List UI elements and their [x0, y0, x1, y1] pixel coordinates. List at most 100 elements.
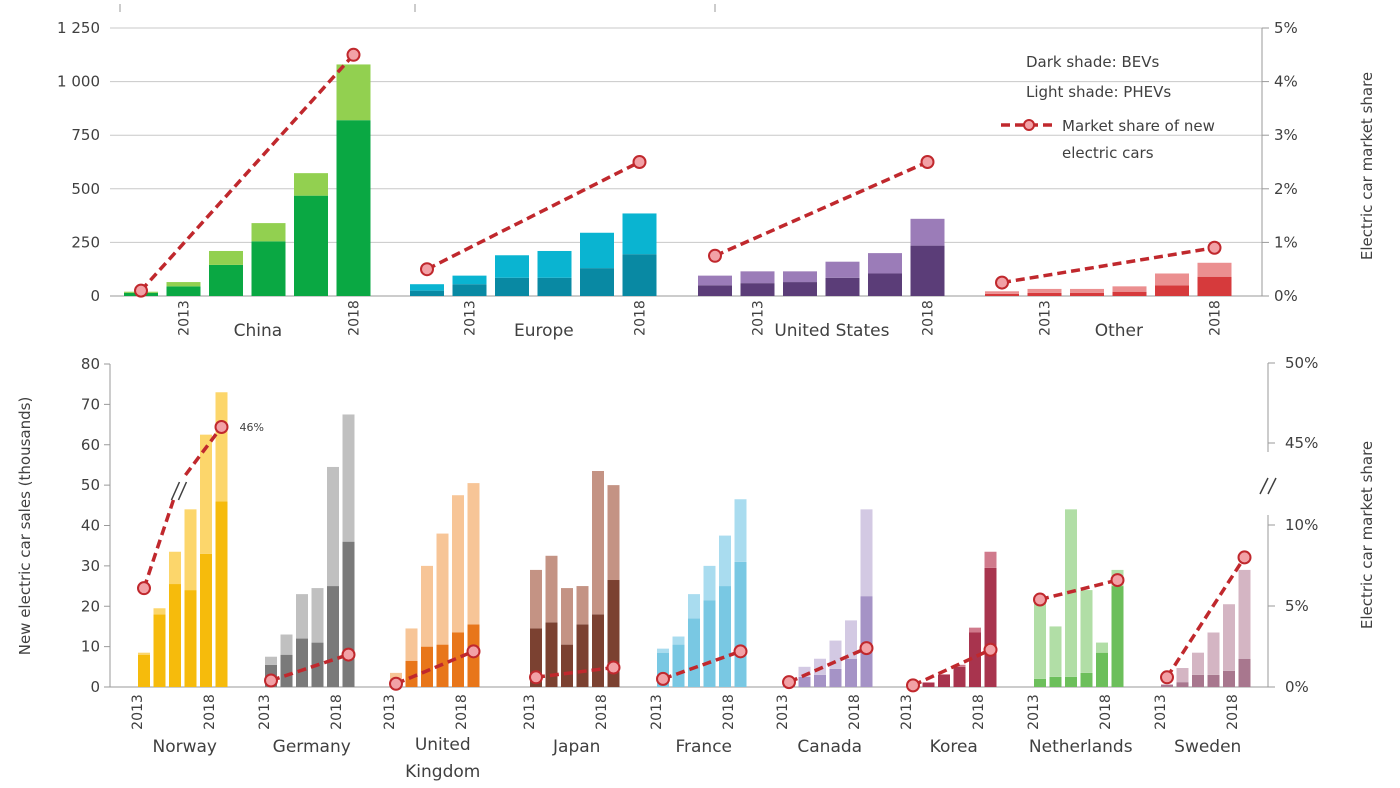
- top-y2-tick-label: 3%: [1274, 126, 1298, 144]
- bar-germany-phev: [280, 634, 293, 655]
- bottom-y-tick-label: 30: [81, 557, 100, 575]
- bottom-y-tick-label: 20: [81, 597, 100, 615]
- bar-china-bev: [166, 286, 201, 296]
- bar-netherlands-phev: [1034, 602, 1046, 679]
- bar-other-bev: [1070, 292, 1104, 296]
- bar-united-kingdom-bev: [421, 646, 433, 687]
- bar-united-states-phev: [910, 218, 945, 246]
- year-label-last: 2018: [921, 300, 937, 336]
- share-point-china: [134, 283, 148, 298]
- bar-france-bev: [703, 600, 716, 687]
- bar-netherlands-bev: [1034, 678, 1046, 687]
- bar-europe-phev: [452, 275, 487, 285]
- bar-germany-bev: [296, 638, 308, 687]
- bottom-y2-tick-label: 10%: [1285, 516, 1318, 534]
- share-point-france: [733, 644, 748, 659]
- share-point-netherlands: [1110, 573, 1125, 588]
- bar-united-kingdom-phev: [467, 483, 480, 625]
- year-label-first: 2013: [257, 694, 273, 730]
- bar-netherlands-phev: [1096, 642, 1108, 653]
- category-label-united-states: United States: [774, 321, 889, 341]
- share-point-korea: [983, 642, 998, 657]
- year-label-first: 2013: [775, 694, 791, 730]
- bar-europe-bev: [580, 268, 614, 296]
- share-point-japan: [529, 670, 543, 685]
- bar-europe-phev: [580, 232, 614, 269]
- bar-canada-phev: [845, 620, 857, 659]
- share-line-united-states: [714, 160, 929, 258]
- share-line-norway: [142, 499, 176, 589]
- bar-france-phev: [657, 648, 669, 653]
- top-y2-tick-label: 0%: [1274, 287, 1298, 305]
- top-y-tick-label: 250: [71, 233, 100, 251]
- bar-canada-bev: [798, 676, 811, 687]
- category-label-france: France: [675, 737, 732, 757]
- share-line-united-kingdom: [395, 649, 475, 686]
- bar-japan-phev: [592, 470, 604, 615]
- category-label-europe: Europe: [514, 321, 574, 341]
- bar-norway-phev: [138, 652, 150, 655]
- bar-united-states-phev: [740, 271, 775, 284]
- year-label-last: 2018: [633, 300, 649, 336]
- bar-korea-bev: [969, 632, 981, 687]
- year-label-first: 2013: [522, 694, 538, 730]
- bar-norway-bev: [138, 654, 150, 687]
- bar-germany-bev: [280, 654, 293, 687]
- bar-china-phev: [166, 282, 201, 287]
- legend-line-marker: [1023, 119, 1035, 131]
- share-point-other: [1207, 240, 1222, 255]
- bar-canada-bev: [845, 658, 857, 687]
- share-point-germany: [341, 647, 356, 662]
- bar-united-states-bev: [825, 277, 860, 296]
- year-label-last: 2018: [1208, 300, 1224, 336]
- share-point-canada: [859, 641, 874, 656]
- bar-other-phev: [1197, 262, 1232, 277]
- bar-germany-bev: [327, 586, 339, 687]
- share-line-canada: [788, 646, 868, 684]
- legend-phev-text: Light shade: PHEVs: [1026, 83, 1171, 101]
- share-point-sweden: [1160, 670, 1174, 685]
- bar-united-states-bev: [783, 282, 817, 296]
- bar-sweden-phev: [1207, 632, 1220, 675]
- bottom-y2-tick-label: 45%: [1285, 434, 1318, 452]
- top-y2-tick-label: 2%: [1274, 180, 1298, 198]
- bar-united-states-bev: [740, 283, 775, 296]
- bar-other-bev: [985, 293, 1019, 296]
- bottom-y-tick-label: 40: [81, 517, 100, 535]
- year-label-last: 2018: [1098, 694, 1114, 730]
- top-y-tick-label: 1 000: [57, 73, 100, 91]
- bar-united-kingdom-phev: [436, 533, 449, 645]
- bar-norway-bev: [184, 590, 197, 687]
- year-label-first: 2013: [382, 694, 398, 730]
- bar-korea-bev: [922, 682, 935, 687]
- bar-norway-phev: [153, 608, 166, 615]
- bar-sweden-phev: [1238, 569, 1251, 659]
- bar-united-kingdom-phev: [452, 495, 464, 633]
- share-point-japan: [606, 660, 621, 675]
- bar-united-kingdom-bev: [405, 660, 418, 687]
- share-point-korea: [906, 678, 920, 693]
- bar-other-phev: [1027, 288, 1062, 293]
- share-line-china: [139, 53, 355, 292]
- bar-europe-phev: [410, 284, 444, 291]
- year-label-last: 2018: [721, 694, 737, 730]
- bar-germany-phev: [342, 414, 355, 542]
- bar-norway-phev: [169, 551, 181, 585]
- bar-canada-bev: [814, 674, 826, 687]
- category-label-japan: Japan: [552, 737, 600, 757]
- bar-japan-phev: [561, 588, 573, 645]
- bar-sweden-bev: [1238, 658, 1251, 687]
- bar-united-states-phev: [698, 275, 732, 286]
- share-line-europe: [426, 160, 641, 271]
- year-label-first: 2013: [130, 694, 146, 730]
- bar-france-phev: [688, 594, 700, 619]
- share-point-norway: [137, 581, 151, 596]
- year-label-first: 2013: [649, 694, 665, 730]
- bottom-y2-axis-label: Electric car market share: [1358, 441, 1376, 629]
- year-label-first: 2013: [463, 300, 479, 336]
- year-label-last: 2018: [847, 694, 863, 730]
- bar-korea-phev: [969, 627, 981, 633]
- share-line-netherlands: [1039, 578, 1118, 602]
- share-point-united-states: [708, 248, 722, 263]
